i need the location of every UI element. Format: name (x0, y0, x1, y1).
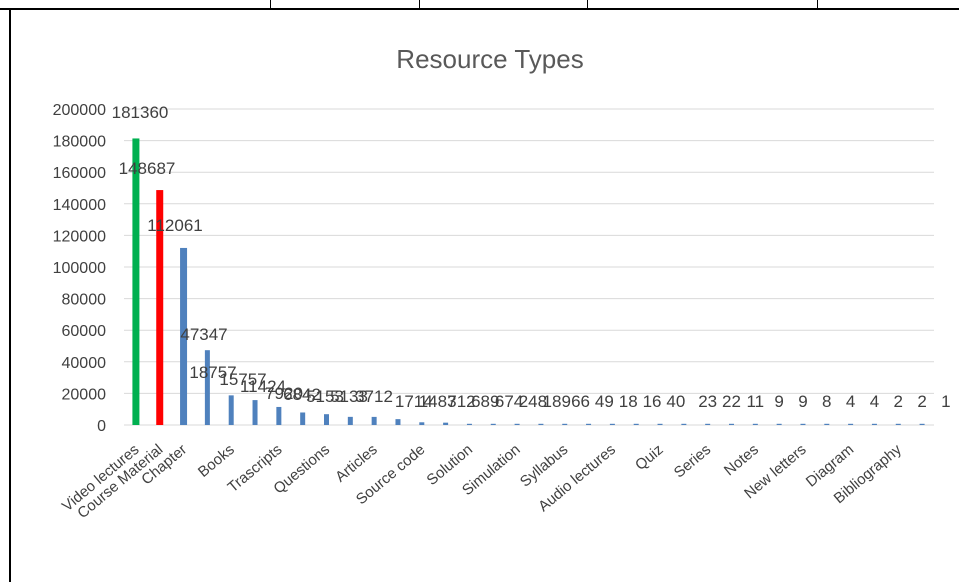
x-tick-label: Books (195, 441, 238, 481)
bar (895, 423, 901, 425)
y-tick-label: 200000 (53, 102, 106, 119)
data-label: 181360 (112, 103, 169, 122)
data-label: 11 (746, 392, 764, 411)
bar (609, 423, 615, 425)
data-label: 4 (846, 392, 855, 411)
data-label: 40 (666, 392, 685, 411)
bar (919, 423, 925, 425)
data-label: 112061 (147, 216, 202, 235)
gridlines (124, 108, 934, 426)
data-label: 5153 (306, 387, 344, 406)
bar (300, 412, 306, 425)
y-tick-label: 40000 (62, 355, 107, 372)
bar (633, 423, 639, 425)
bar (324, 414, 329, 425)
data-label: 1714 (395, 392, 433, 411)
bar (490, 423, 496, 425)
table-cell-divider (587, 0, 588, 10)
data-label: 7920 (265, 384, 303, 403)
data-labels: 1813601486871120614734718757157571142479… (112, 103, 951, 411)
bar (443, 422, 449, 425)
data-label: 6842 (283, 385, 321, 404)
data-label: 18757 (189, 363, 236, 382)
bar (132, 138, 140, 425)
bars (132, 138, 925, 425)
bar (252, 400, 258, 425)
table-cell-frame (9, 10, 959, 582)
data-label: 22 (722, 392, 741, 411)
bar (800, 423, 806, 425)
table-top-edge (0, 0, 959, 10)
data-label: 148687 (119, 159, 176, 178)
data-label: 8 (822, 392, 831, 411)
data-label: 2 (917, 392, 926, 411)
bar (371, 416, 377, 425)
data-label: 1483 (419, 392, 457, 411)
data-label: 1 (941, 392, 950, 411)
data-label: 674 (495, 392, 523, 411)
data-label: 712 (447, 392, 475, 411)
data-label: 2 (894, 392, 903, 411)
bar (395, 419, 401, 425)
y-tick-label: 0 (97, 418, 106, 435)
bar (586, 423, 592, 425)
data-label: 248 (519, 392, 547, 411)
data-label: 5133 (330, 387, 368, 406)
bar (681, 423, 687, 425)
chart-title: Resource Types (396, 44, 583, 74)
bar (204, 350, 210, 425)
bar (752, 423, 758, 425)
data-label: 49 (595, 392, 614, 411)
bar (419, 422, 425, 425)
table-cell-divider (270, 0, 271, 10)
bar (824, 423, 830, 425)
data-label: 3712 (355, 387, 393, 406)
bar (180, 247, 188, 425)
y-axis: 0 20000 40000 60000 80000 100000 120000 140000 1… (53, 102, 106, 435)
bar (466, 423, 472, 425)
bar (848, 423, 854, 425)
bar (776, 423, 782, 425)
bar (514, 423, 520, 425)
data-label: 4 (870, 392, 879, 411)
data-label: 9 (774, 392, 783, 411)
data-label: 15757 (219, 370, 266, 389)
data-label: 16 (643, 392, 662, 411)
table-cell-divider (817, 0, 818, 10)
data-label: 66 (571, 392, 590, 411)
y-tick-label: 100000 (53, 260, 106, 277)
x-tick-label: Quiz (632, 441, 667, 474)
bar (228, 395, 234, 425)
y-tick-label: 20000 (62, 386, 107, 403)
y-tick-label: 160000 (53, 165, 106, 182)
y-tick-label: 120000 (53, 228, 106, 245)
data-label: 9 (798, 392, 807, 411)
bar (538, 423, 544, 425)
data-label: 689 (471, 392, 499, 411)
table-cell-divider (419, 0, 420, 10)
data-label: 18 (619, 392, 638, 411)
bar (705, 423, 711, 425)
bar (729, 423, 734, 425)
bar (276, 406, 282, 425)
x-tick-label: Series (671, 441, 715, 481)
bar (156, 190, 164, 425)
data-label: 23 (698, 392, 717, 411)
x-tick-label: Notes (721, 441, 762, 479)
bar (562, 423, 568, 425)
bar (871, 423, 877, 425)
data-label: 189 (543, 392, 571, 411)
y-tick-label: 140000 (53, 197, 106, 214)
y-tick-label: 80000 (62, 292, 107, 309)
bar (657, 423, 663, 425)
data-label: 11424 (240, 377, 286, 396)
y-tick-label: 60000 (62, 323, 107, 340)
y-tick-label: 180000 (53, 134, 106, 151)
bar (347, 416, 353, 425)
data-label: 47347 (180, 325, 227, 344)
